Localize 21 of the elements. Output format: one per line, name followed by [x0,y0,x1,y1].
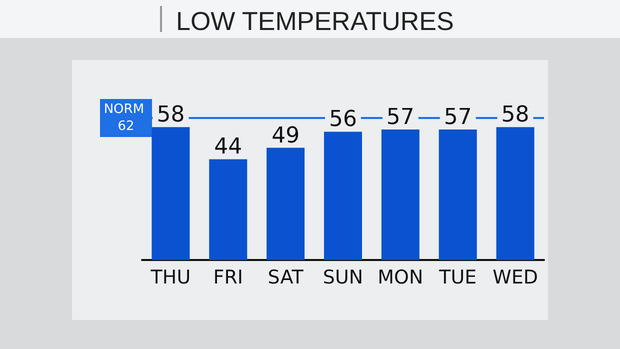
x-tick-label: MON [378,266,424,288]
bar [496,127,534,260]
data-label: 56 [329,107,357,132]
x-tick-label: FRI [213,266,244,288]
bar [324,132,362,260]
x-tick-label: WED [492,266,538,288]
chart-title: LOW TEMPERATURES [176,6,454,37]
data-label: 58 [501,102,530,128]
data-label: 57 [386,104,414,130]
x-tick-label: SAT [268,266,304,288]
x-tick-label: TUE [438,266,477,288]
x-tick-label: THU [150,266,191,288]
x-tick-label: SUN [322,266,364,288]
data-label: 49 [272,123,300,148]
bar [438,129,477,260]
bar [381,129,420,260]
data-label: 44 [214,134,242,160]
data-label: 58 [156,102,185,128]
bar [152,127,190,260]
data-label: 57 [444,104,472,130]
ref-line-label: NORM 62 [104,102,148,134]
